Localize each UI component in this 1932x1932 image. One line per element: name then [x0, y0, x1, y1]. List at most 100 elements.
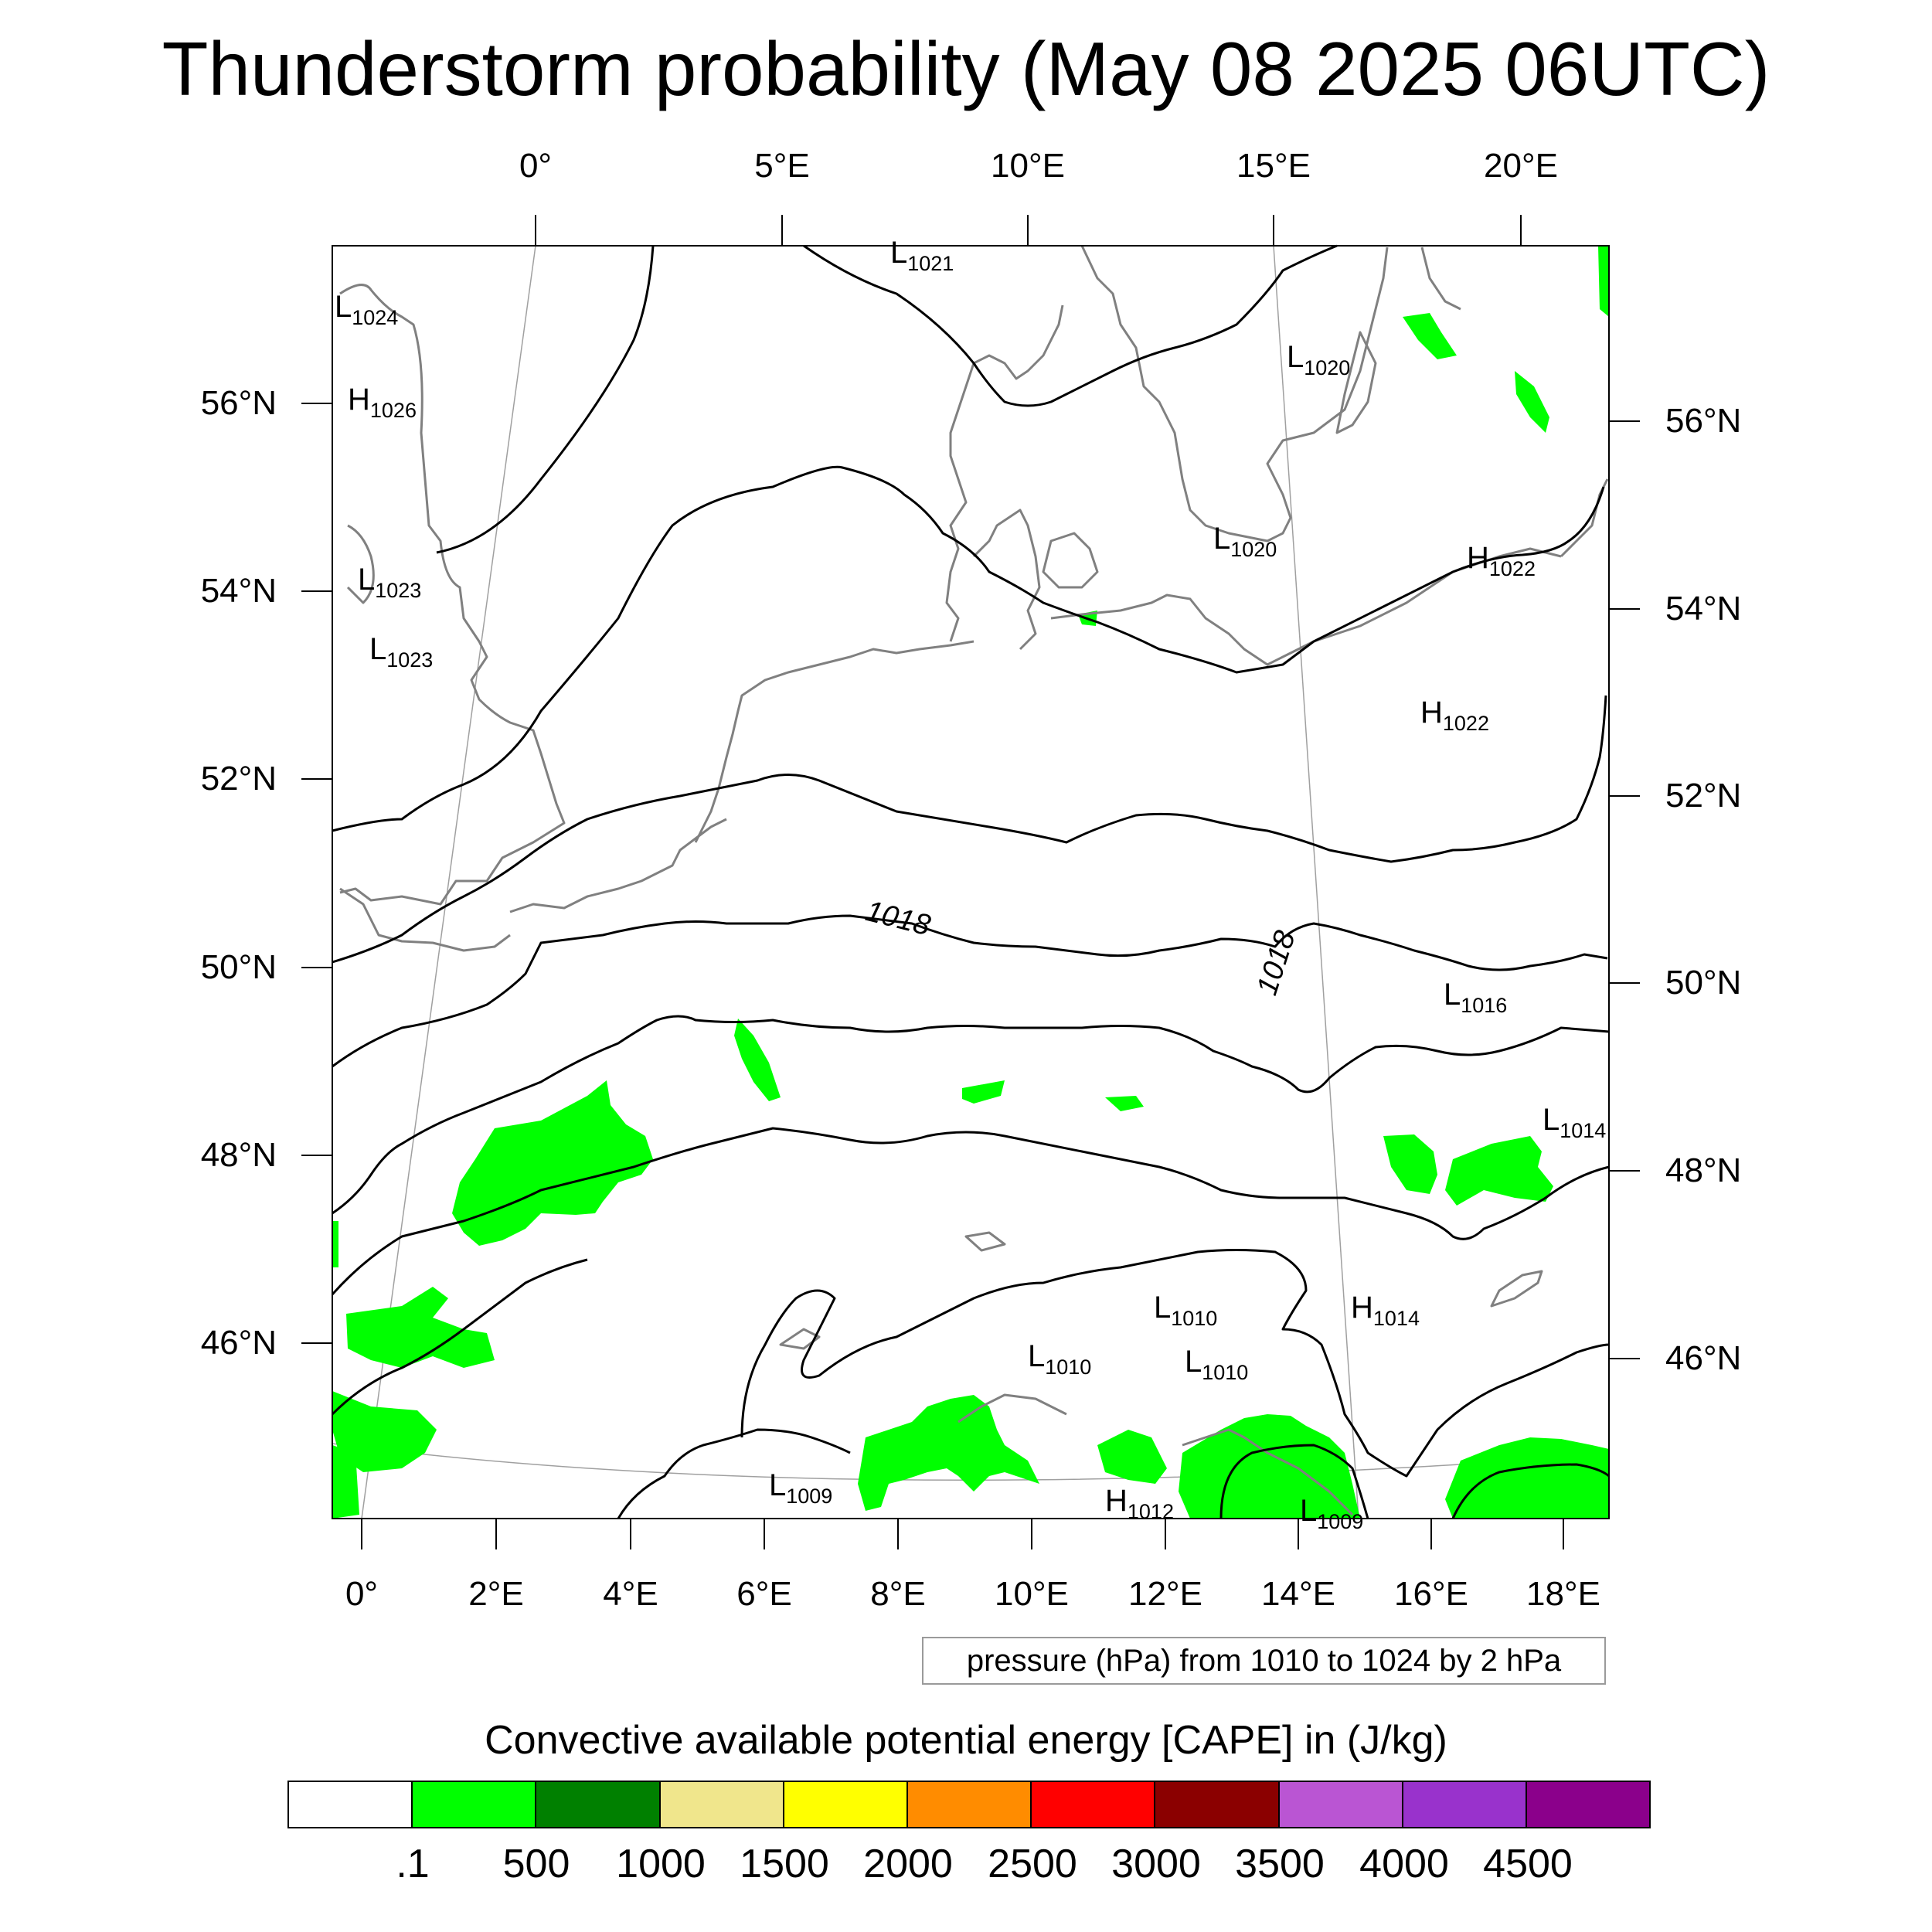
lon-label-top: 15°E: [1236, 147, 1311, 185]
coastline-jutland-east: [972, 509, 1041, 651]
isobars: [331, 244, 1610, 1519]
coastline-sweden-south: [1080, 245, 1389, 543]
cape-area-ardennes: [734, 1019, 781, 1101]
isobar-1012-alps: [740, 1249, 1610, 1478]
isobar-label: 1018: [1251, 927, 1302, 998]
pressure-center: H1014: [1351, 1291, 1420, 1330]
pressure-center: L1009: [769, 1468, 832, 1508]
lat-label-left: 50°N: [200, 948, 277, 986]
pressure-center: L1020: [1287, 340, 1350, 379]
pressure-center: L1010: [1028, 1339, 1091, 1379]
lon-label-bottom: 2°E: [468, 1575, 524, 1613]
lat-label-right: 48°N: [1665, 1151, 1742, 1189]
isobar-label: 1018: [862, 895, 934, 942]
colorbar-label: 3500: [1235, 1842, 1325, 1886]
coastline-denmark: [945, 304, 1064, 642]
lon-label-bottom: 4°E: [603, 1575, 658, 1613]
coastline-baltic-east: [1560, 478, 1609, 558]
pressure-center: L1021: [890, 236, 954, 275]
colorbar-box: [1155, 1782, 1280, 1827]
cape-area-alps-west: [858, 1395, 1039, 1511]
lat-label-left: 48°N: [200, 1136, 277, 1174]
map-frame: [332, 245, 1610, 1519]
cape-area-northeast: [1598, 246, 1609, 317]
lon-label-bottom: 0°: [345, 1575, 379, 1613]
lon-label-top: 20°E: [1484, 147, 1558, 185]
coastline-lake-balaton: [1490, 1270, 1543, 1308]
pressure-center: H1022: [1420, 696, 1489, 735]
lon-label-bottom: 16°E: [1394, 1575, 1468, 1613]
coastline-lake-constance: [964, 1231, 1006, 1252]
colorbar-label: 4000: [1359, 1842, 1449, 1886]
colorbar-box: [1032, 1782, 1156, 1827]
pressure-center: H1022: [1467, 541, 1536, 580]
isobar-value-labels: 1018 1018: [862, 895, 1302, 999]
isobar-1022: [332, 465, 1605, 832]
lon-label-top: 0°: [519, 147, 553, 185]
isobar-1024-north: [436, 245, 655, 554]
cape-area-slovakia: [1383, 1134, 1437, 1194]
colorbar-label: 500: [502, 1842, 570, 1886]
parallel-45n: [332, 1443, 1610, 1481]
pressure-center-labels: L1021 L1024 H1026 L1020 L1023 L1023 L102…: [335, 236, 1606, 1533]
colorbar-box: [289, 1782, 413, 1827]
lat-label-right: 54°N: [1665, 590, 1742, 628]
lat-label-right: 52°N: [1665, 777, 1742, 815]
meridian-15e: [1273, 245, 1359, 1519]
cape-area-lithuania: [1403, 313, 1457, 359]
coastline-lake-geneva: [779, 1328, 821, 1350]
pressure-center: L1010: [1185, 1345, 1248, 1384]
colorbar-label: 3000: [1111, 1842, 1201, 1886]
lat-label-right: 56°N: [1665, 402, 1742, 440]
colorbar-box: [907, 1782, 1032, 1827]
coastline-scotland: [346, 524, 375, 604]
cape-area-west-edge: [332, 1221, 338, 1267]
coastline-adriatic: [1182, 1428, 1354, 1516]
isobar-1018: [332, 914, 1608, 1068]
pressure-center: L1023: [358, 563, 421, 602]
coastline-danish-islands: [1042, 532, 1099, 589]
isobar-1020: [332, 695, 1607, 964]
lon-label-top: 10°E: [991, 147, 1065, 185]
colorbar-label: 2500: [988, 1842, 1077, 1886]
coastline-france-north: [509, 818, 727, 913]
pressure-center: H1026: [348, 383, 417, 422]
tick-marks: [301, 215, 1640, 1549]
pressure-center: L1020: [1213, 522, 1277, 561]
lon-label-bottom: 18°E: [1526, 1575, 1600, 1613]
cape-area-slovenia: [1179, 1414, 1360, 1519]
colorbar-label: 1000: [616, 1842, 706, 1886]
cape-area-france-north: [452, 1080, 653, 1246]
isobar-1010-serbia: [1451, 1463, 1610, 1519]
lat-label-right: 46°N: [1665, 1339, 1742, 1377]
colorbar-box: [784, 1782, 908, 1827]
meridian-0: [361, 245, 536, 1519]
lat-label-left: 52°N: [200, 760, 277, 798]
colorbar-label: .1: [396, 1842, 430, 1886]
lon-label-bottom: 14°E: [1261, 1575, 1335, 1613]
cape-area-po-valley: [1097, 1430, 1167, 1484]
colorbar-label: 1500: [740, 1842, 829, 1886]
isobar-1014: [331, 1127, 1610, 1295]
colorbar-label: 4500: [1483, 1842, 1573, 1886]
colorbar-box: [536, 1782, 661, 1827]
pressure-center: L1023: [369, 632, 433, 672]
colorbar-box: [1279, 1782, 1403, 1827]
coastline-adriatic-west: [957, 1393, 1067, 1423]
pressure-center: L1009: [1300, 1494, 1363, 1533]
isobar-1020-upper: [803, 244, 1338, 407]
colorbar-box: [413, 1782, 537, 1827]
pressure-center: H1012: [1105, 1484, 1174, 1523]
colorbar-title: Convective available potential energy [C…: [485, 1718, 1447, 1763]
coastline-gotland: [1335, 331, 1377, 434]
cape-area-poland-east: [1515, 371, 1549, 433]
cape-area-bavaria: [962, 1080, 1005, 1104]
pressure-center: L1014: [1543, 1103, 1606, 1142]
lon-label-top: 5°E: [754, 147, 810, 185]
graticule: [332, 245, 1610, 1519]
isobar-1010-south: [617, 1428, 851, 1519]
lat-label-right: 50°N: [1665, 964, 1742, 1002]
lon-label-bottom: 8°E: [870, 1575, 926, 1613]
lon-label-bottom: 10°E: [995, 1575, 1069, 1613]
